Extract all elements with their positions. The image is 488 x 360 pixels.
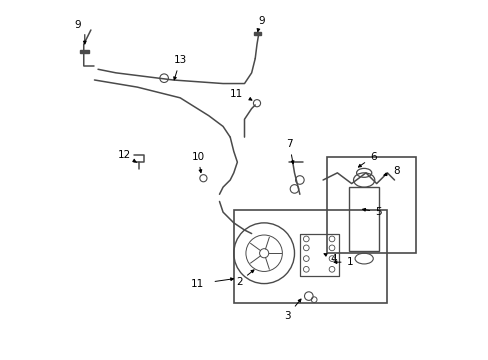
Bar <box>233 210 386 303</box>
Text: 11: 11 <box>230 89 243 99</box>
Bar <box>254 32 261 35</box>
Text: 8: 8 <box>383 166 399 176</box>
Text: 12: 12 <box>118 150 136 162</box>
Text: 1: 1 <box>333 257 352 267</box>
Bar <box>348 187 379 251</box>
Text: 3: 3 <box>284 299 301 321</box>
Text: 6: 6 <box>358 152 376 167</box>
Text: 4: 4 <box>324 253 336 264</box>
Bar <box>80 50 89 53</box>
Text: 9: 9 <box>258 16 264 26</box>
Text: 13: 13 <box>173 55 186 80</box>
Text: 10: 10 <box>191 152 204 173</box>
Text: 7: 7 <box>285 139 293 164</box>
Text: 5: 5 <box>362 207 381 217</box>
Bar <box>299 234 339 276</box>
Text: 2: 2 <box>235 270 253 287</box>
Bar <box>326 157 415 253</box>
Text: 9: 9 <box>74 19 81 30</box>
Text: 11: 11 <box>191 279 204 289</box>
